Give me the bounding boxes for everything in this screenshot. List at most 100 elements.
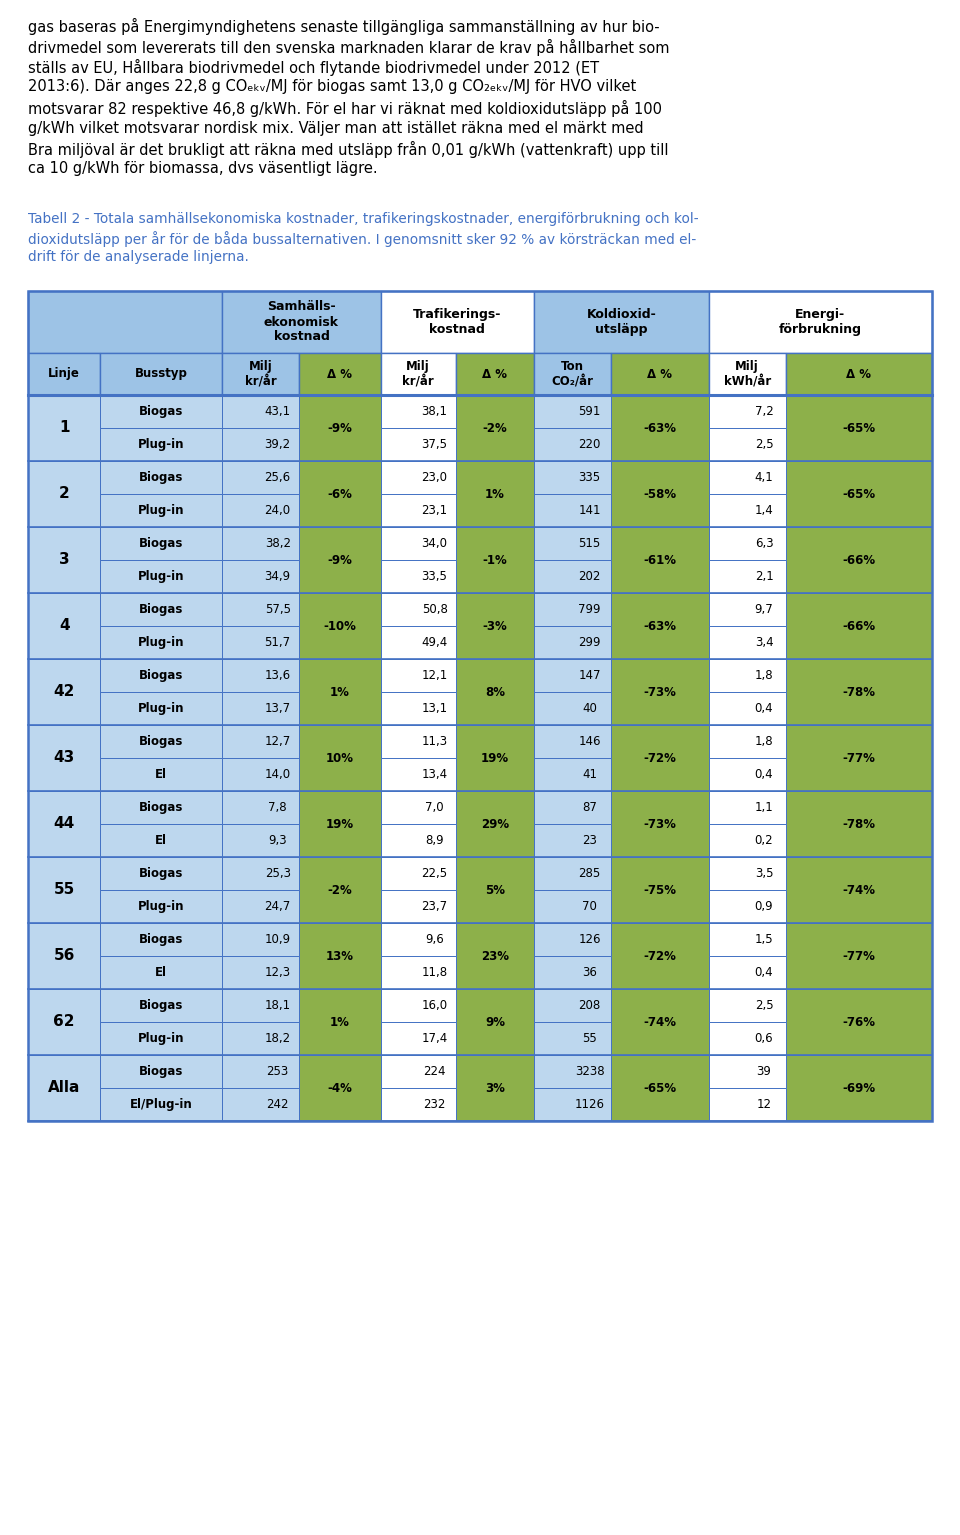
Bar bbox=[456, 460, 535, 527]
Bar bbox=[101, 824, 223, 857]
Text: 56: 56 bbox=[54, 949, 75, 964]
Bar bbox=[456, 791, 535, 857]
Text: Biogas: Biogas bbox=[139, 405, 183, 418]
Text: 0,9: 0,9 bbox=[755, 900, 774, 913]
Text: Biogas: Biogas bbox=[139, 999, 183, 1012]
Bar bbox=[101, 923, 223, 956]
Text: 515: 515 bbox=[579, 537, 601, 550]
Bar bbox=[101, 626, 223, 659]
Text: 1,1: 1,1 bbox=[755, 801, 774, 814]
Text: 9,3: 9,3 bbox=[269, 834, 287, 847]
Text: motsvarar 82 respektive 46,8 g/kWh. För el har vi räknat med koldioxidutsläpp på: motsvarar 82 respektive 46,8 g/kWh. För … bbox=[28, 100, 662, 117]
Text: 1,8: 1,8 bbox=[755, 669, 774, 682]
Bar bbox=[28, 353, 101, 394]
Bar bbox=[101, 527, 223, 560]
Bar bbox=[300, 460, 380, 527]
Bar bbox=[535, 353, 612, 394]
Bar bbox=[708, 1088, 785, 1121]
Bar bbox=[101, 989, 223, 1022]
Bar bbox=[785, 460, 932, 527]
Bar bbox=[535, 292, 708, 353]
Bar bbox=[28, 460, 101, 527]
Text: 25,6: 25,6 bbox=[265, 471, 291, 484]
Text: 23,0: 23,0 bbox=[421, 471, 447, 484]
Text: 42: 42 bbox=[54, 685, 75, 700]
Bar bbox=[380, 593, 456, 626]
Text: Busstyp: Busstyp bbox=[135, 367, 188, 381]
Bar bbox=[708, 1022, 785, 1055]
Text: Alla: Alla bbox=[48, 1081, 81, 1096]
Bar bbox=[535, 428, 612, 460]
Bar bbox=[300, 989, 380, 1055]
Bar bbox=[535, 593, 612, 626]
Bar bbox=[300, 527, 380, 593]
Text: 43,1: 43,1 bbox=[265, 405, 291, 418]
Text: 12: 12 bbox=[756, 1098, 772, 1111]
Text: 12,3: 12,3 bbox=[265, 966, 291, 979]
Text: 0,6: 0,6 bbox=[755, 1032, 774, 1045]
Text: El: El bbox=[156, 966, 167, 979]
Bar bbox=[300, 1055, 380, 1121]
Text: 41: 41 bbox=[582, 768, 597, 781]
Bar bbox=[708, 758, 785, 791]
Text: -78%: -78% bbox=[842, 818, 876, 830]
Bar bbox=[223, 494, 300, 527]
Bar bbox=[380, 890, 456, 923]
Bar bbox=[535, 956, 612, 989]
Text: 33,5: 33,5 bbox=[421, 569, 447, 583]
Text: 220: 220 bbox=[578, 437, 601, 451]
Bar bbox=[612, 791, 708, 857]
Text: 13,4: 13,4 bbox=[421, 768, 447, 781]
Bar bbox=[380, 428, 456, 460]
Text: ca 10 g/kWh för biomassa, dvs väsentligt lägre.: ca 10 g/kWh för biomassa, dvs väsentligt… bbox=[28, 161, 377, 177]
Text: gas baseras på Energimyndighetens senaste tillgängliga sammanställning av hur bi: gas baseras på Energimyndighetens senast… bbox=[28, 18, 660, 35]
Bar bbox=[380, 956, 456, 989]
Text: Milj
kr/år: Milj kr/år bbox=[245, 361, 276, 388]
Text: -2%: -2% bbox=[327, 884, 352, 896]
Bar bbox=[223, 527, 300, 560]
Text: -65%: -65% bbox=[842, 422, 876, 434]
Bar bbox=[612, 353, 708, 394]
Text: 1,4: 1,4 bbox=[755, 503, 774, 517]
Text: -10%: -10% bbox=[324, 620, 356, 632]
Text: Biogas: Biogas bbox=[139, 669, 183, 682]
Bar bbox=[785, 527, 932, 593]
Text: -72%: -72% bbox=[643, 752, 677, 764]
Text: Trafikerings-
kostnad: Trafikerings- kostnad bbox=[413, 309, 501, 336]
Text: 44: 44 bbox=[54, 817, 75, 832]
Text: 25,3: 25,3 bbox=[265, 867, 291, 880]
Bar bbox=[101, 956, 223, 989]
Bar bbox=[380, 353, 456, 394]
Text: 14,0: 14,0 bbox=[265, 768, 291, 781]
Bar bbox=[223, 824, 300, 857]
Bar bbox=[101, 494, 223, 527]
Bar bbox=[223, 659, 300, 692]
Bar bbox=[101, 659, 223, 692]
Text: 29%: 29% bbox=[481, 818, 509, 830]
Text: 202: 202 bbox=[578, 569, 601, 583]
Text: Biogas: Biogas bbox=[139, 933, 183, 946]
Bar bbox=[223, 428, 300, 460]
Bar bbox=[380, 692, 456, 725]
Text: 1,8: 1,8 bbox=[755, 735, 774, 748]
Text: Plug-in: Plug-in bbox=[138, 701, 184, 715]
Bar bbox=[708, 791, 785, 824]
Text: 591: 591 bbox=[578, 405, 601, 418]
Text: 7,0: 7,0 bbox=[425, 801, 444, 814]
Bar bbox=[456, 1055, 535, 1121]
Bar bbox=[456, 989, 535, 1055]
Bar bbox=[535, 460, 612, 494]
Text: 38,1: 38,1 bbox=[421, 405, 447, 418]
Bar bbox=[535, 1088, 612, 1121]
Text: -65%: -65% bbox=[842, 488, 876, 500]
Bar bbox=[708, 890, 785, 923]
Bar bbox=[535, 758, 612, 791]
Bar bbox=[456, 593, 535, 659]
Bar bbox=[28, 791, 101, 857]
Bar bbox=[535, 527, 612, 560]
Text: 1%: 1% bbox=[330, 686, 349, 698]
Bar bbox=[612, 989, 708, 1055]
Text: 208: 208 bbox=[579, 999, 601, 1012]
Text: 39: 39 bbox=[756, 1065, 772, 1078]
Bar bbox=[612, 527, 708, 593]
